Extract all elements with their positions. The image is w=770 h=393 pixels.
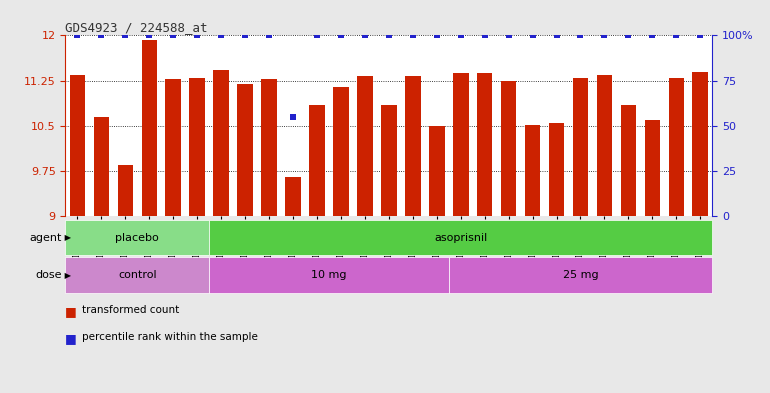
Bar (549, 123, 564, 216)
Text: ▶: ▶ (62, 271, 71, 279)
Text: ■: ■ (65, 332, 81, 345)
Bar (357, 76, 373, 216)
Bar (500, 81, 517, 216)
Bar (453, 73, 468, 216)
Text: 10 mg: 10 mg (311, 270, 346, 280)
Bar (477, 73, 493, 216)
Text: transformed count: transformed count (82, 305, 179, 314)
Text: control: control (118, 270, 156, 280)
Bar (310, 105, 325, 216)
Bar (213, 70, 229, 216)
Bar (668, 77, 684, 216)
Bar (573, 77, 588, 216)
Text: GDS4923 / 224588_at: GDS4923 / 224588_at (65, 21, 208, 34)
Text: agent: agent (29, 233, 62, 243)
Text: placebo: placebo (116, 233, 159, 243)
Bar (405, 76, 420, 216)
Bar (621, 105, 636, 216)
Bar (65, 220, 209, 255)
Text: dose: dose (35, 270, 62, 280)
Bar (142, 40, 157, 216)
Bar (118, 165, 133, 216)
Bar (94, 117, 109, 216)
Text: ■: ■ (65, 305, 81, 318)
Bar (69, 75, 85, 216)
Bar (449, 257, 712, 293)
Bar (261, 79, 277, 216)
Text: percentile rank within the sample: percentile rank within the sample (82, 332, 258, 342)
Bar (285, 177, 301, 216)
Bar (644, 120, 660, 216)
Text: ▶: ▶ (62, 233, 71, 242)
Bar (333, 86, 349, 216)
Text: 25 mg: 25 mg (563, 270, 598, 280)
Bar (65, 257, 209, 293)
Bar (597, 75, 612, 216)
Bar (166, 79, 181, 216)
Bar (237, 84, 253, 216)
Bar (692, 72, 708, 216)
Bar (189, 77, 205, 216)
Bar (209, 257, 449, 293)
Bar (381, 105, 397, 216)
Text: asoprisnil: asoprisnil (434, 233, 487, 243)
Bar (525, 125, 541, 216)
Bar (429, 126, 444, 216)
Bar (209, 220, 712, 255)
